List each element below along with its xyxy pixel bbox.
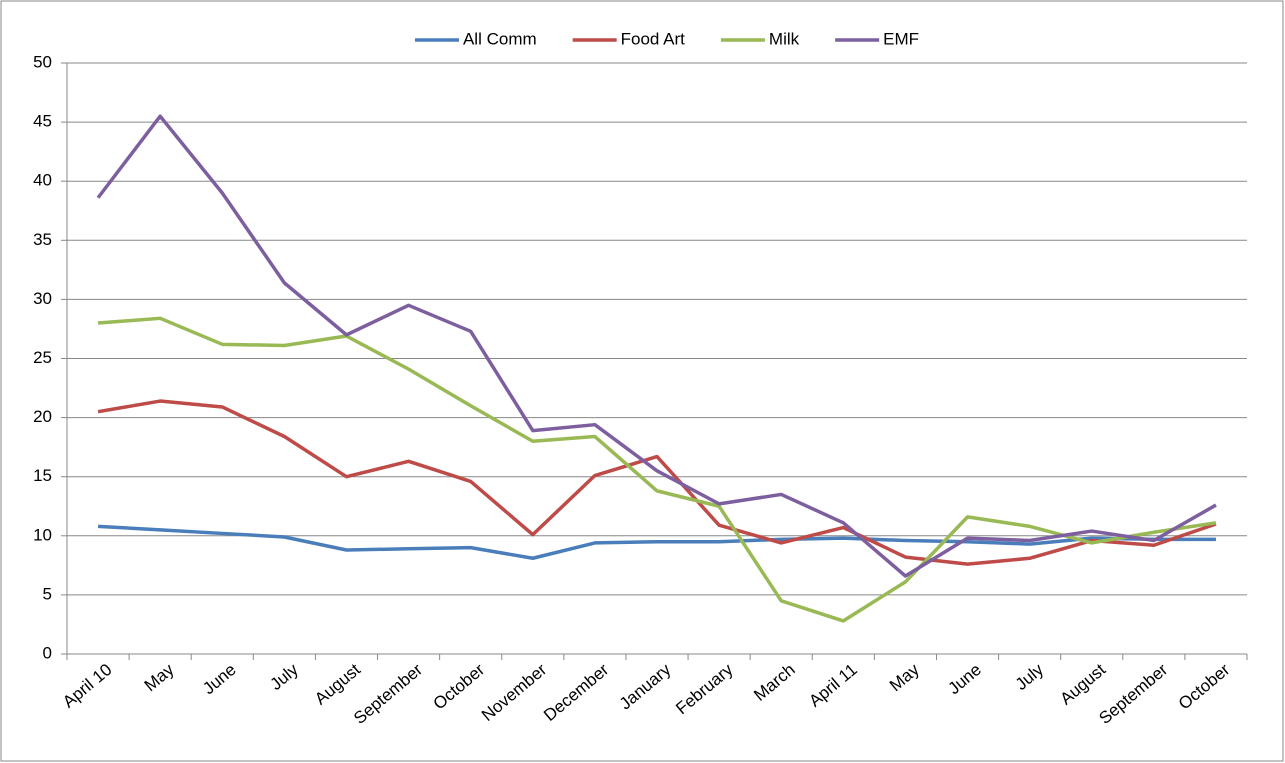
- legend-label: Milk: [769, 29, 800, 48]
- y-tick-label: 35: [33, 230, 52, 249]
- y-tick-label: 20: [33, 407, 52, 426]
- y-tick-label: 10: [33, 525, 52, 544]
- y-tick-label: 45: [33, 112, 52, 131]
- legend-label: Food Art: [621, 29, 686, 48]
- legend-label: All Comm: [463, 29, 537, 48]
- legend-label: EMF: [883, 29, 919, 48]
- y-tick-label: 0: [43, 643, 52, 662]
- series-line: [97, 524, 1216, 561]
- y-tick-label: 50: [33, 52, 52, 71]
- series-line: [97, 399, 1217, 566]
- y-tick-label: 30: [33, 289, 52, 308]
- series-line: [97, 316, 1217, 623]
- y-tick-label: 5: [43, 584, 52, 603]
- y-tick-label: 15: [33, 466, 52, 485]
- y-tick-label: 25: [33, 348, 52, 367]
- series-line: [96, 114, 1217, 578]
- y-tick-label: 40: [33, 171, 52, 190]
